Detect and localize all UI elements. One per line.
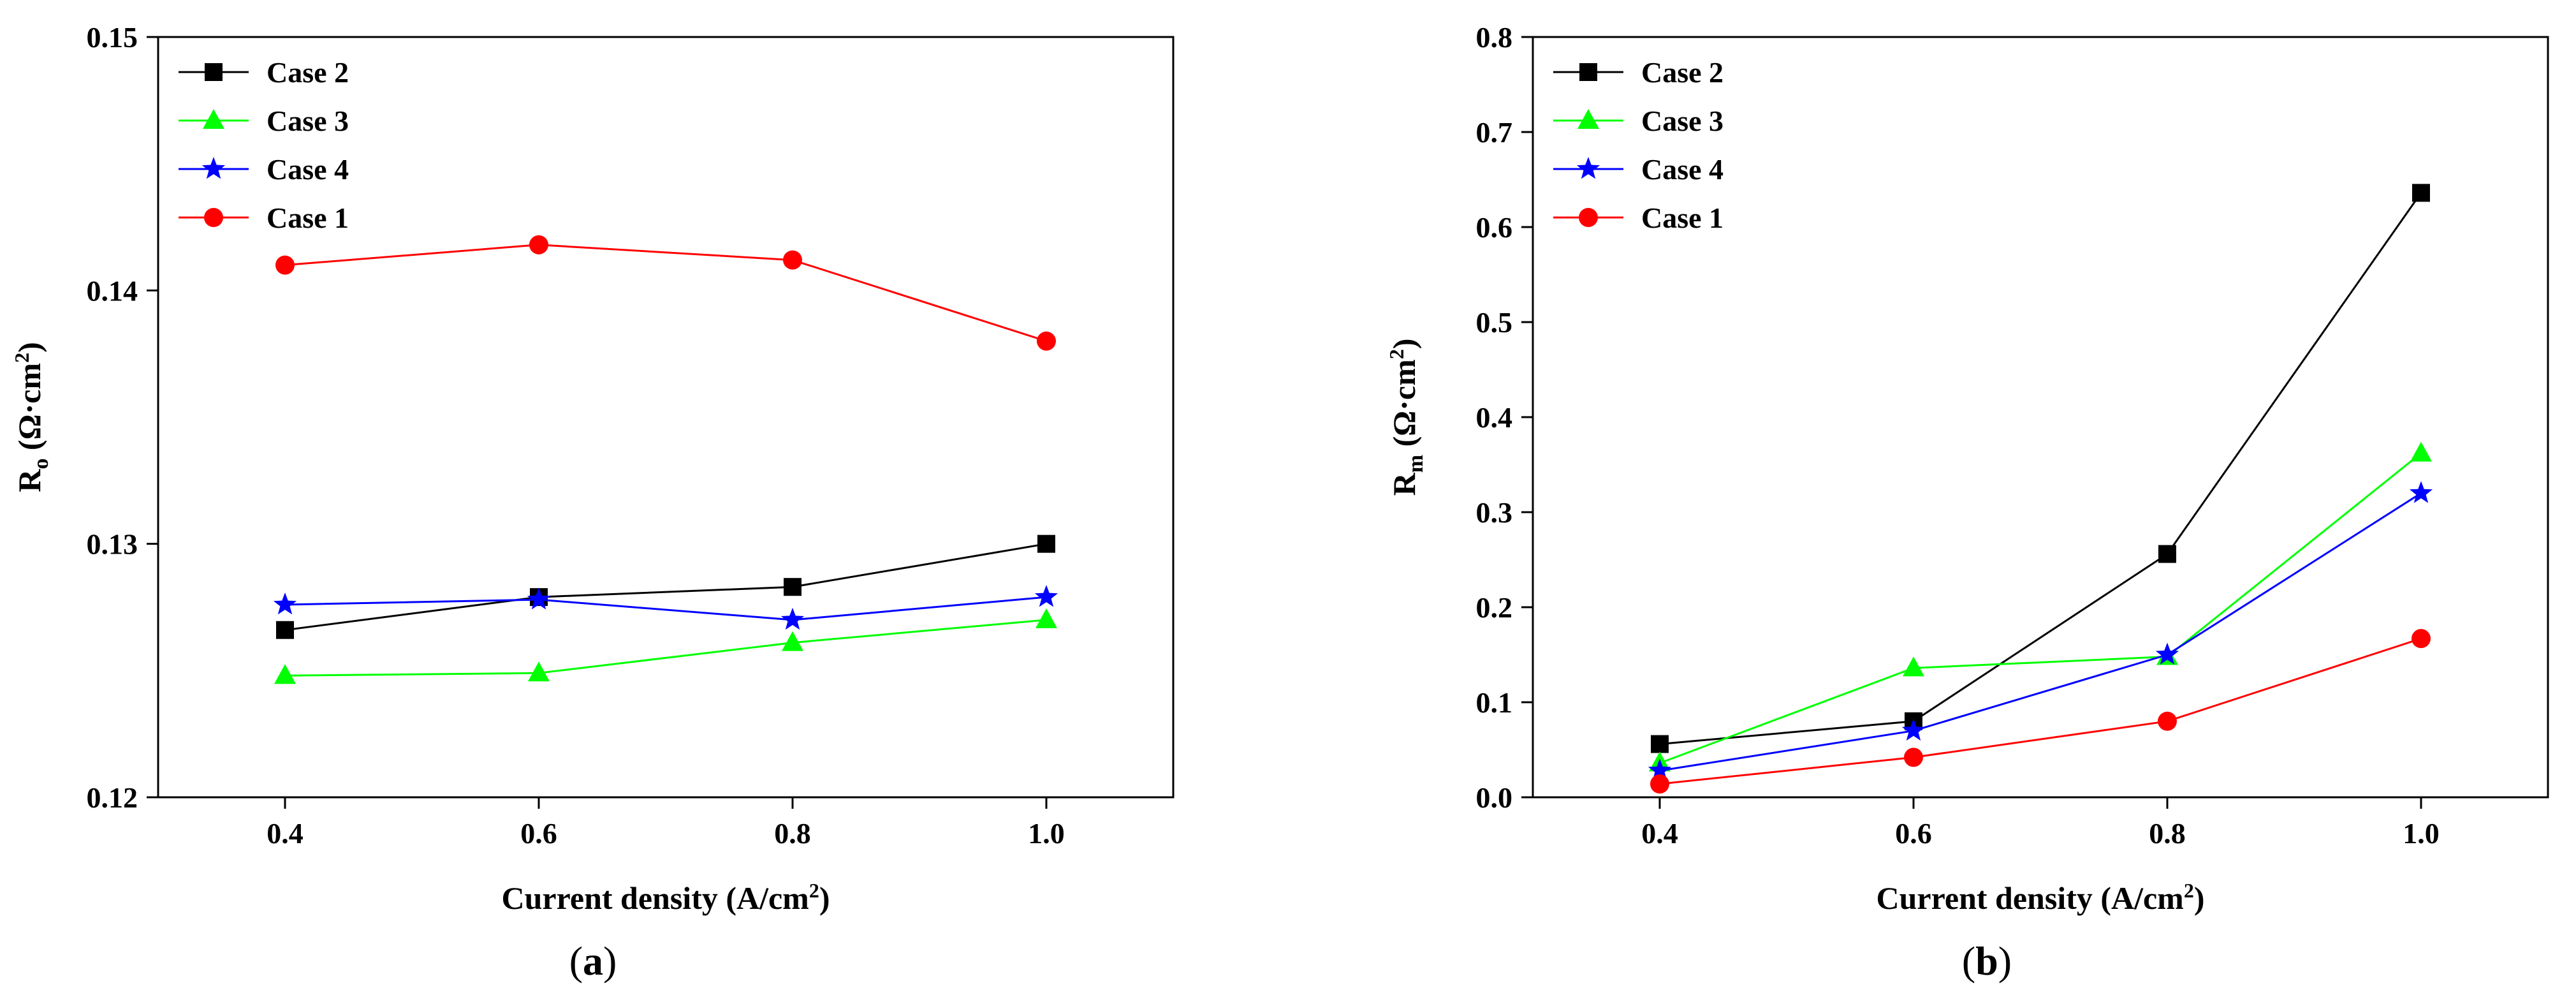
- x-tick-label: 0.4: [1641, 817, 1678, 850]
- y-tick-label: 0.6: [1476, 211, 1513, 244]
- data-point-marker: [2158, 711, 2177, 731]
- legend: Case 2 Case 3 Case 4 Case 1: [179, 56, 349, 234]
- legend-marker: [203, 109, 224, 129]
- legend-marker: [1577, 109, 1599, 129]
- data-point-marker: [783, 250, 802, 270]
- legend-label: Case 2: [267, 56, 349, 89]
- x-tick-label: 1.0: [2403, 817, 2440, 850]
- series-case-4: [1648, 481, 2433, 781]
- series-line: [1659, 452, 2422, 764]
- y-tick-label: 0.8: [1476, 21, 1513, 54]
- series-line: [284, 619, 1047, 677]
- data-point-marker: [2155, 642, 2179, 665]
- legend-label: Case 2: [1641, 56, 1723, 89]
- y-axis-title: Ro (Ω·cm2): [10, 342, 53, 492]
- data-point-marker: [1037, 534, 1055, 553]
- series-case-3: [274, 608, 1057, 684]
- data-point-marker: [1904, 748, 1923, 767]
- series-case-2: [276, 534, 1055, 639]
- data-point-marker: [784, 578, 801, 596]
- series-case-1: [1650, 629, 2431, 794]
- y-tick-label: 0.1: [1476, 686, 1513, 719]
- legend-marker: [204, 208, 223, 227]
- y-tick-label: 0.12: [87, 781, 138, 814]
- series-case-1: [275, 235, 1056, 351]
- x-tick-label: 0.8: [2149, 817, 2186, 850]
- legend-label: Case 1: [267, 202, 349, 234]
- data-point-marker: [1901, 718, 1926, 741]
- series-line: [1659, 492, 2422, 772]
- data-point-marker: [527, 587, 551, 610]
- x-axis-title: Current density (A/cm2): [501, 879, 830, 916]
- legend-marker: [1579, 208, 1598, 227]
- series-case-3: [1649, 441, 2432, 772]
- data-point-marker: [780, 607, 805, 630]
- series-case-4: [273, 585, 1058, 630]
- data-point-marker: [1034, 585, 1058, 607]
- y-tick-label: 0.0: [1476, 781, 1513, 814]
- data-point-marker: [274, 664, 296, 684]
- data-point-marker: [529, 235, 548, 254]
- data-point-marker: [276, 621, 294, 639]
- data-point-marker: [528, 661, 550, 682]
- x-tick-label: 0.6: [520, 817, 557, 850]
- legend-label: Case 1: [1641, 202, 1723, 234]
- data-point-marker: [1903, 656, 1924, 677]
- series-line: [284, 596, 1047, 621]
- y-axis-title: Rm (Ω·cm2): [1385, 339, 1428, 496]
- y-tick-label: 0.14: [87, 274, 138, 307]
- data-point-marker: [2158, 545, 2176, 563]
- y-tick-label: 0.5: [1476, 306, 1513, 339]
- legend-marker: [1579, 63, 1597, 81]
- x-tick-label: 0.4: [267, 817, 304, 850]
- legend: Case 2 Case 3 Case 4 Case 1: [1553, 56, 1723, 234]
- chart-panel-a: 0.4 0.6 0.8 1.0 0.12 0.13 0.14 0.15 Current dens…: [10, 21, 1175, 984]
- chart-panel-b: 0.4 0.6 0.8 1.0 0.0 0.1 0.2 0.3 0.4 0.5 0.6 0.7 0.8 C…: [1385, 21, 2549, 984]
- plot-frame: [157, 36, 1175, 799]
- data-point-marker: [1651, 735, 1669, 753]
- data-point-marker: [1650, 774, 1669, 794]
- data-point-marker: [2411, 629, 2431, 649]
- x-tick-label: 0.8: [774, 817, 811, 850]
- panel-caption: (a): [569, 938, 617, 984]
- y-tick-label: 0.3: [1476, 496, 1513, 529]
- data-point-marker: [2410, 441, 2432, 462]
- y-tick-label: 0.4: [1476, 401, 1513, 434]
- x-tick-label: 0.6: [1895, 817, 1932, 850]
- legend-marker: [1576, 157, 1600, 179]
- panel-caption: (b): [1962, 938, 2012, 984]
- series-line: [1659, 637, 2422, 785]
- y-tick-label: 0.15: [87, 21, 138, 54]
- data-point-marker: [782, 631, 803, 651]
- legend-marker: [201, 157, 226, 179]
- x-tick-label: 1.0: [1028, 817, 1065, 850]
- series-line: [284, 543, 1047, 631]
- x-axis-title: Current density (A/cm2): [1876, 879, 2204, 916]
- y-tick-label: 0.7: [1476, 116, 1513, 149]
- data-point-marker: [1648, 758, 1672, 781]
- series-line: [284, 244, 1047, 343]
- plot-frame: [1532, 36, 2549, 799]
- data-point-marker: [1036, 608, 1057, 628]
- legend-label: Case 3: [267, 105, 349, 137]
- legend-label: Case 4: [267, 153, 349, 186]
- y-tick-label: 0.2: [1476, 591, 1513, 624]
- y-tick-label: 0.13: [87, 528, 138, 561]
- legend-label: Case 4: [1641, 153, 1723, 186]
- data-point-marker: [1037, 331, 1056, 351]
- series-line: [1659, 192, 2422, 746]
- data-point-marker: [2409, 481, 2433, 503]
- legend-marker: [205, 63, 223, 81]
- data-point-marker: [2412, 184, 2430, 202]
- data-point-marker: [275, 255, 295, 275]
- series-case-2: [1651, 184, 2430, 753]
- legend-label: Case 3: [1641, 105, 1723, 137]
- data-point-marker: [273, 593, 297, 615]
